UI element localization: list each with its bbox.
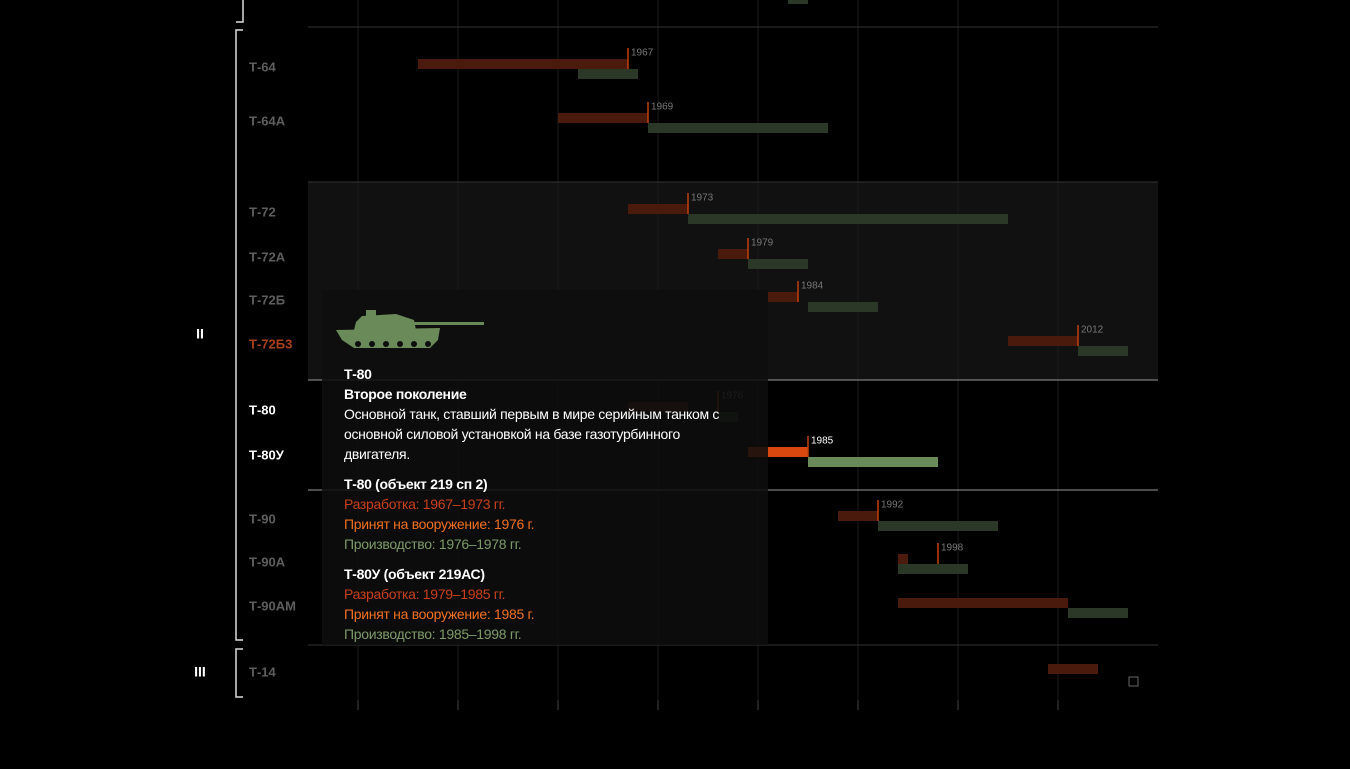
adopted-label: 2012 (1081, 325, 1104, 336)
tooltip: Т-80 Второе поколение Основной танк, ста… (322, 290, 768, 645)
production-bar (898, 564, 968, 574)
variant-development: Разработка: 1979–1985 гг. (344, 586, 506, 602)
development-bar (718, 249, 748, 259)
development-bar (418, 59, 628, 69)
variant-adopted: Принят на вооружение: 1976 г. (344, 516, 535, 532)
development-bar (558, 113, 648, 123)
row-label: Т-64А (249, 113, 286, 128)
group-bracket (236, 0, 244, 23)
variant: Т-80 (объект 219 сп 2) Разработка: 1967–… (344, 474, 746, 554)
development-bar (898, 598, 1068, 608)
production-bar (878, 521, 998, 531)
development-bar (768, 292, 798, 302)
production-bar (578, 69, 638, 79)
group-bracket (235, 648, 243, 698)
row-label: Т-14 (249, 664, 277, 679)
development-bar (898, 554, 908, 564)
group-bracket (235, 29, 243, 641)
adopted-label: 1979 (751, 238, 774, 249)
tooltip-description: Основной танк, ставший первым в мире сер… (344, 406, 720, 462)
row-label: Т-90АМ (249, 598, 296, 613)
adopted-label: 1967 (631, 48, 654, 59)
variant-title: Т-80 (объект 219 сп 2) (344, 476, 488, 492)
tooltip-model: Т-80 (344, 366, 372, 382)
variant-development: Разработка: 1967–1973 гг. (344, 496, 506, 512)
development-bar (1008, 336, 1078, 346)
development-bar (1048, 664, 1098, 674)
group-label: II (196, 326, 204, 342)
variant-production: Производство: 1985–1998 гг. (344, 626, 522, 642)
group-label: III (194, 664, 206, 680)
cropped-bar (788, 0, 808, 4)
row-label: Т-72А (249, 249, 286, 264)
variant: Т-80У (объект 219АС) Разработка: 1979–19… (344, 564, 746, 644)
icon (1128, 676, 1139, 687)
production-bar (648, 123, 828, 133)
adopted-label: 1998 (941, 543, 964, 554)
variant-adopted: Принят на вооружение: 1985 г. (344, 606, 535, 622)
row-label: Т-80У (249, 447, 285, 462)
adopted-label: 1992 (881, 500, 904, 511)
adopted-label: 1973 (691, 193, 714, 204)
development-bar (748, 447, 808, 457)
row-label: Т-72 (249, 204, 276, 219)
production-bar (748, 259, 808, 269)
row-label: Т-90А (249, 554, 286, 569)
tank-silhouette (336, 310, 484, 348)
production-bar (1068, 608, 1128, 618)
adopted-label: 1984 (801, 281, 824, 292)
row-label: Т-80 (249, 402, 276, 417)
variant-production: Производство: 1976–1978 гг. (344, 536, 522, 552)
variant-title: Т-80У (объект 219АС) (344, 566, 485, 582)
production-bar (808, 302, 878, 312)
development-bar (628, 204, 688, 214)
row-label: Т-72Б3 (249, 336, 292, 351)
production-bar (688, 214, 1008, 224)
row-label: Т-72Б (249, 292, 285, 307)
production-bar (808, 457, 938, 467)
tooltip-generation: Второе поколение (344, 386, 467, 402)
development-bar (838, 511, 878, 521)
row-label: Т-64 (249, 59, 277, 74)
production-bar (1078, 346, 1128, 356)
adopted-label: 1969 (651, 102, 674, 113)
row-label: Т-90 (249, 511, 276, 526)
adopted-label: 1985 (811, 436, 834, 447)
